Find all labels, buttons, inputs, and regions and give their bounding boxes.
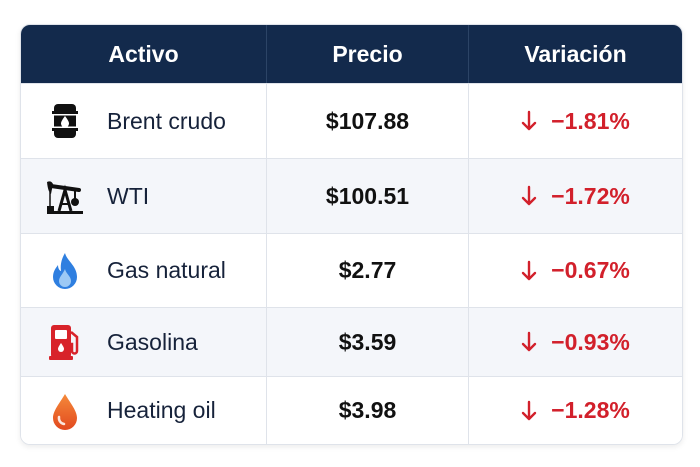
down-arrow — [521, 400, 537, 420]
table-row: Brent crudo $107.88 −1.81% — [21, 83, 682, 158]
drop-icon — [53, 393, 77, 430]
asset-cell: Heating oil — [21, 377, 266, 444]
asset-name: WTI — [107, 182, 150, 209]
price-cell: $2.77 — [266, 234, 468, 307]
header-cell: Activo — [108, 40, 179, 67]
asset-name: Brent crudo — [107, 107, 226, 134]
change-cell: −0.93% — [468, 308, 682, 376]
change-value: −1.28% — [551, 397, 630, 423]
change-value: −0.93% — [551, 328, 630, 355]
header-row: Activo Precio Variación — [21, 25, 682, 83]
asset-name: Gas natural — [107, 257, 226, 283]
gas-pump-icon — [49, 325, 79, 360]
change-cell: −1.72% — [468, 159, 682, 233]
asset-cell: WTI — [21, 159, 266, 233]
change-value: −1.72% — [551, 182, 630, 209]
pumpjack-icon — [47, 181, 83, 214]
asset-cell: Gas natural — [21, 234, 266, 307]
down-arrow — [521, 331, 537, 352]
down-arrow — [521, 110, 537, 131]
change-cell: −1.81% — [468, 84, 682, 158]
flame-icon — [53, 252, 77, 289]
change-cell: −0.67% — [468, 234, 682, 307]
asset-cell: Gasolina — [21, 308, 266, 376]
table: Activo Precio Variación Brent crudo $107… — [20, 24, 683, 445]
table-row: Gas natural $2.77 −0.67% — [21, 233, 682, 307]
asset-cell: Brent crudo — [21, 84, 266, 158]
change-value: −1.81% — [551, 107, 630, 134]
asset-name: Gasolina — [107, 328, 198, 355]
header-cell: Variación — [468, 25, 682, 83]
header-cell: Precio — [266, 25, 468, 83]
change-cell: −1.28% — [468, 377, 682, 444]
down-arrow — [521, 185, 537, 206]
table-row: Heating oil $3.98 −1.28% — [21, 376, 682, 444]
price-cell: $3.98 — [266, 377, 468, 444]
price-cell: $100.51 — [266, 159, 468, 233]
down-arrow — [521, 260, 537, 280]
table-row: WTI $100.51 −1.72% — [21, 158, 682, 233]
price-cell: $3.59 — [266, 308, 468, 376]
change-value: −0.67% — [551, 257, 630, 283]
barrel-icon — [52, 104, 78, 138]
price-cell: $107.88 — [266, 84, 468, 158]
asset-name: Heating oil — [107, 397, 216, 423]
table-row: Gasolina $3.59 −0.93% — [21, 307, 682, 376]
